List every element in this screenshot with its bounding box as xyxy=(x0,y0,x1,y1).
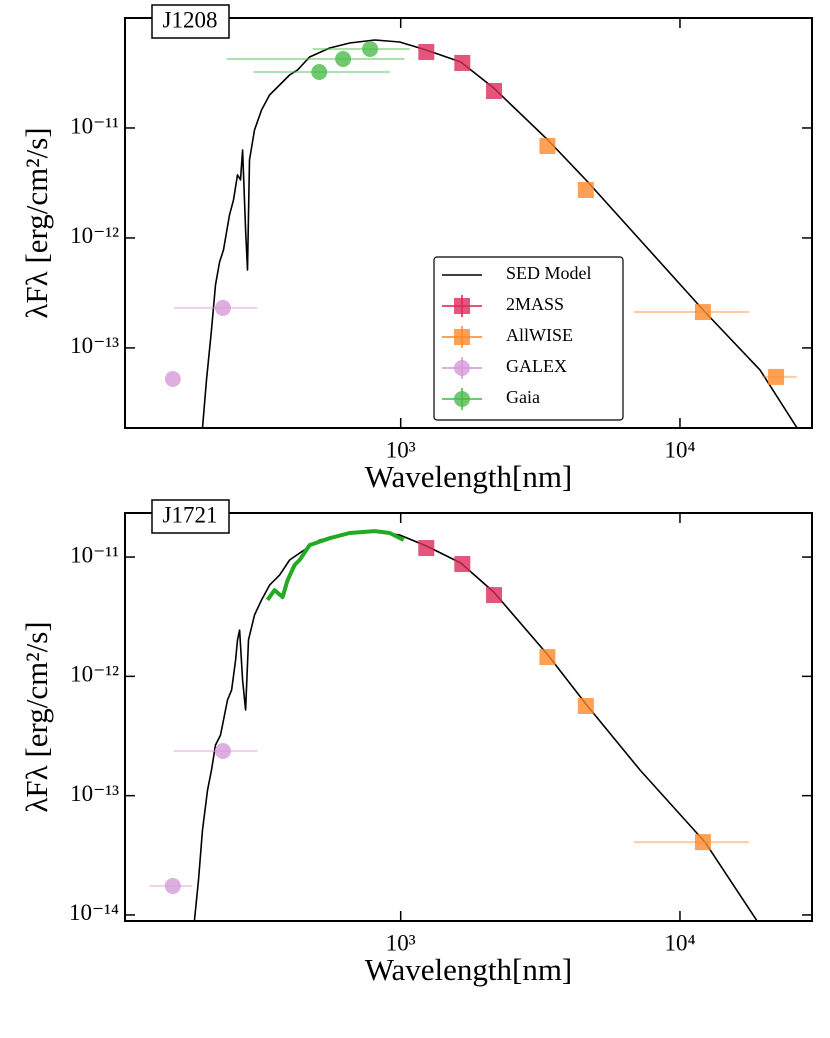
legend-label: Gaia xyxy=(506,387,540,407)
marker xyxy=(694,304,711,321)
panel: 10³ 10⁴ 10⁻¹¹ 10⁻¹² 10⁻¹³ 10⁻¹⁴ J1721 Wavelengt… xyxy=(19,499,813,987)
panel-title: J1208 xyxy=(163,7,218,32)
x-tick-label: 10⁴ xyxy=(664,437,695,462)
x-tick-label: 10³ xyxy=(386,930,416,955)
panel: 10³ 10⁴ 10⁻¹¹ 10⁻¹² 10⁻¹³ J1208 Wavelength[nm]… xyxy=(19,4,813,494)
title-box xyxy=(151,4,230,39)
legend-box xyxy=(433,256,624,421)
y-tick-label: 10⁻¹³ xyxy=(70,333,119,358)
legend-marker xyxy=(454,329,470,345)
axes-frame xyxy=(124,17,813,429)
model-line xyxy=(201,39,798,428)
x-tick-label: 10⁴ xyxy=(664,930,695,955)
legend-label: GALEX xyxy=(506,356,567,376)
x-axis-label: Wavelength[nm] xyxy=(365,952,573,987)
axes-frame xyxy=(124,512,813,922)
y-tick-label: 10⁻¹² xyxy=(70,662,119,687)
plot-area xyxy=(149,529,758,921)
y-tick-label: 10⁻¹¹ xyxy=(70,542,119,567)
x-tick-label: 10³ xyxy=(386,437,416,462)
marker xyxy=(311,63,328,80)
marker xyxy=(214,299,231,316)
panel-title: J1721 xyxy=(163,502,218,527)
model-line xyxy=(193,530,758,921)
legend-marker xyxy=(454,391,470,407)
marker xyxy=(418,540,435,557)
y-tick-label: 10⁻¹² xyxy=(70,223,119,248)
legend-label: 2MASS xyxy=(506,294,564,314)
legend-marker xyxy=(454,360,470,376)
y-axis-label: λFλ [erg/cm²/s] xyxy=(19,621,54,812)
marker xyxy=(577,181,594,198)
x-axis-label: Wavelength[nm] xyxy=(365,459,573,494)
marker xyxy=(418,43,435,60)
spectrum-line xyxy=(265,529,405,602)
y-tick-label: 10⁻¹¹ xyxy=(70,113,119,138)
marker xyxy=(694,834,711,851)
y-axis-label: λFλ [erg/cm²/s] xyxy=(19,127,54,318)
marker xyxy=(362,40,379,57)
marker xyxy=(768,368,785,385)
marker xyxy=(454,54,471,71)
marker xyxy=(214,742,231,759)
marker xyxy=(486,587,503,604)
marker xyxy=(539,137,556,154)
marker xyxy=(577,698,594,715)
marker xyxy=(539,649,556,666)
marker xyxy=(164,877,181,894)
legend-label: AllWISE xyxy=(506,325,573,345)
y-tick-label: 10⁻¹³ xyxy=(70,781,119,806)
marker xyxy=(164,370,181,387)
marker xyxy=(335,50,352,67)
legend-label: SED Model xyxy=(506,263,592,283)
marker xyxy=(454,556,471,573)
title-box xyxy=(151,499,230,534)
marker xyxy=(486,82,503,99)
legend-marker xyxy=(454,298,470,314)
y-tick-label: 10⁻¹⁴ xyxy=(69,900,119,925)
plot-area xyxy=(164,39,798,428)
